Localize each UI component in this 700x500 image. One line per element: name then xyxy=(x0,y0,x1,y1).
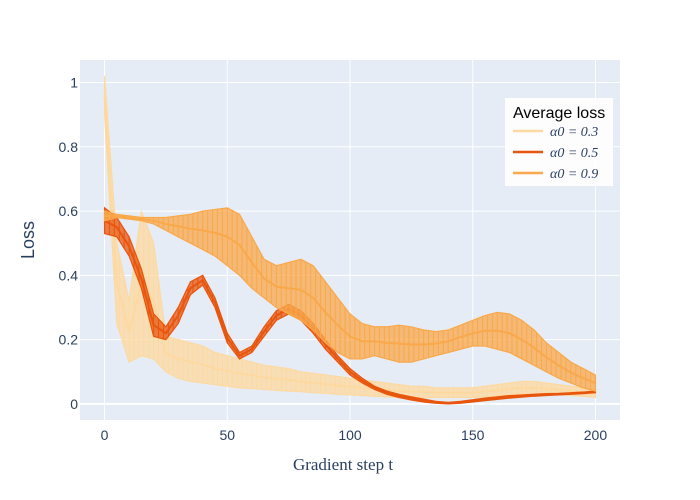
series-2 xyxy=(103,207,597,392)
legend-items: α0 = 0.3 α0 = 0.5 α0 = 0.9 xyxy=(513,125,598,182)
series-line xyxy=(104,219,596,405)
x-tick-label: 150 xyxy=(461,427,485,443)
series-line xyxy=(104,214,596,384)
x-tick-label: 50 xyxy=(219,427,235,443)
tick-labels: 0 50 100 150 200 0 0.2 0.4 0.6 0.8 1 xyxy=(59,75,608,444)
legend: Average loss α0 = 0.3 α0 = 0.5 α0 = 0.9 xyxy=(505,98,613,186)
y-tick-label: 0.4 xyxy=(59,267,79,283)
x-tick-label: 200 xyxy=(584,427,608,443)
legend-box xyxy=(505,98,613,186)
y-axis-title: Loss xyxy=(18,221,38,259)
x-tick-label: 0 xyxy=(101,427,109,443)
y-tick-label: 0.8 xyxy=(59,139,79,155)
legend-title: Average loss xyxy=(513,105,605,122)
x-axis-title: Gradient step t xyxy=(293,455,393,474)
y-tick-label: 0 xyxy=(70,396,78,412)
legend-label: α0 = 0.5 xyxy=(550,146,598,161)
y-tick-label: 0.2 xyxy=(59,332,79,348)
y-tick-label: 1 xyxy=(70,75,78,91)
series-line xyxy=(103,95,596,395)
y-tick-label: 0.6 xyxy=(59,203,79,219)
legend-label: α0 = 0.3 xyxy=(550,125,598,140)
x-tick-label: 100 xyxy=(338,427,362,443)
series-layer xyxy=(103,76,597,405)
legend-label: α0 = 0.9 xyxy=(550,167,598,182)
